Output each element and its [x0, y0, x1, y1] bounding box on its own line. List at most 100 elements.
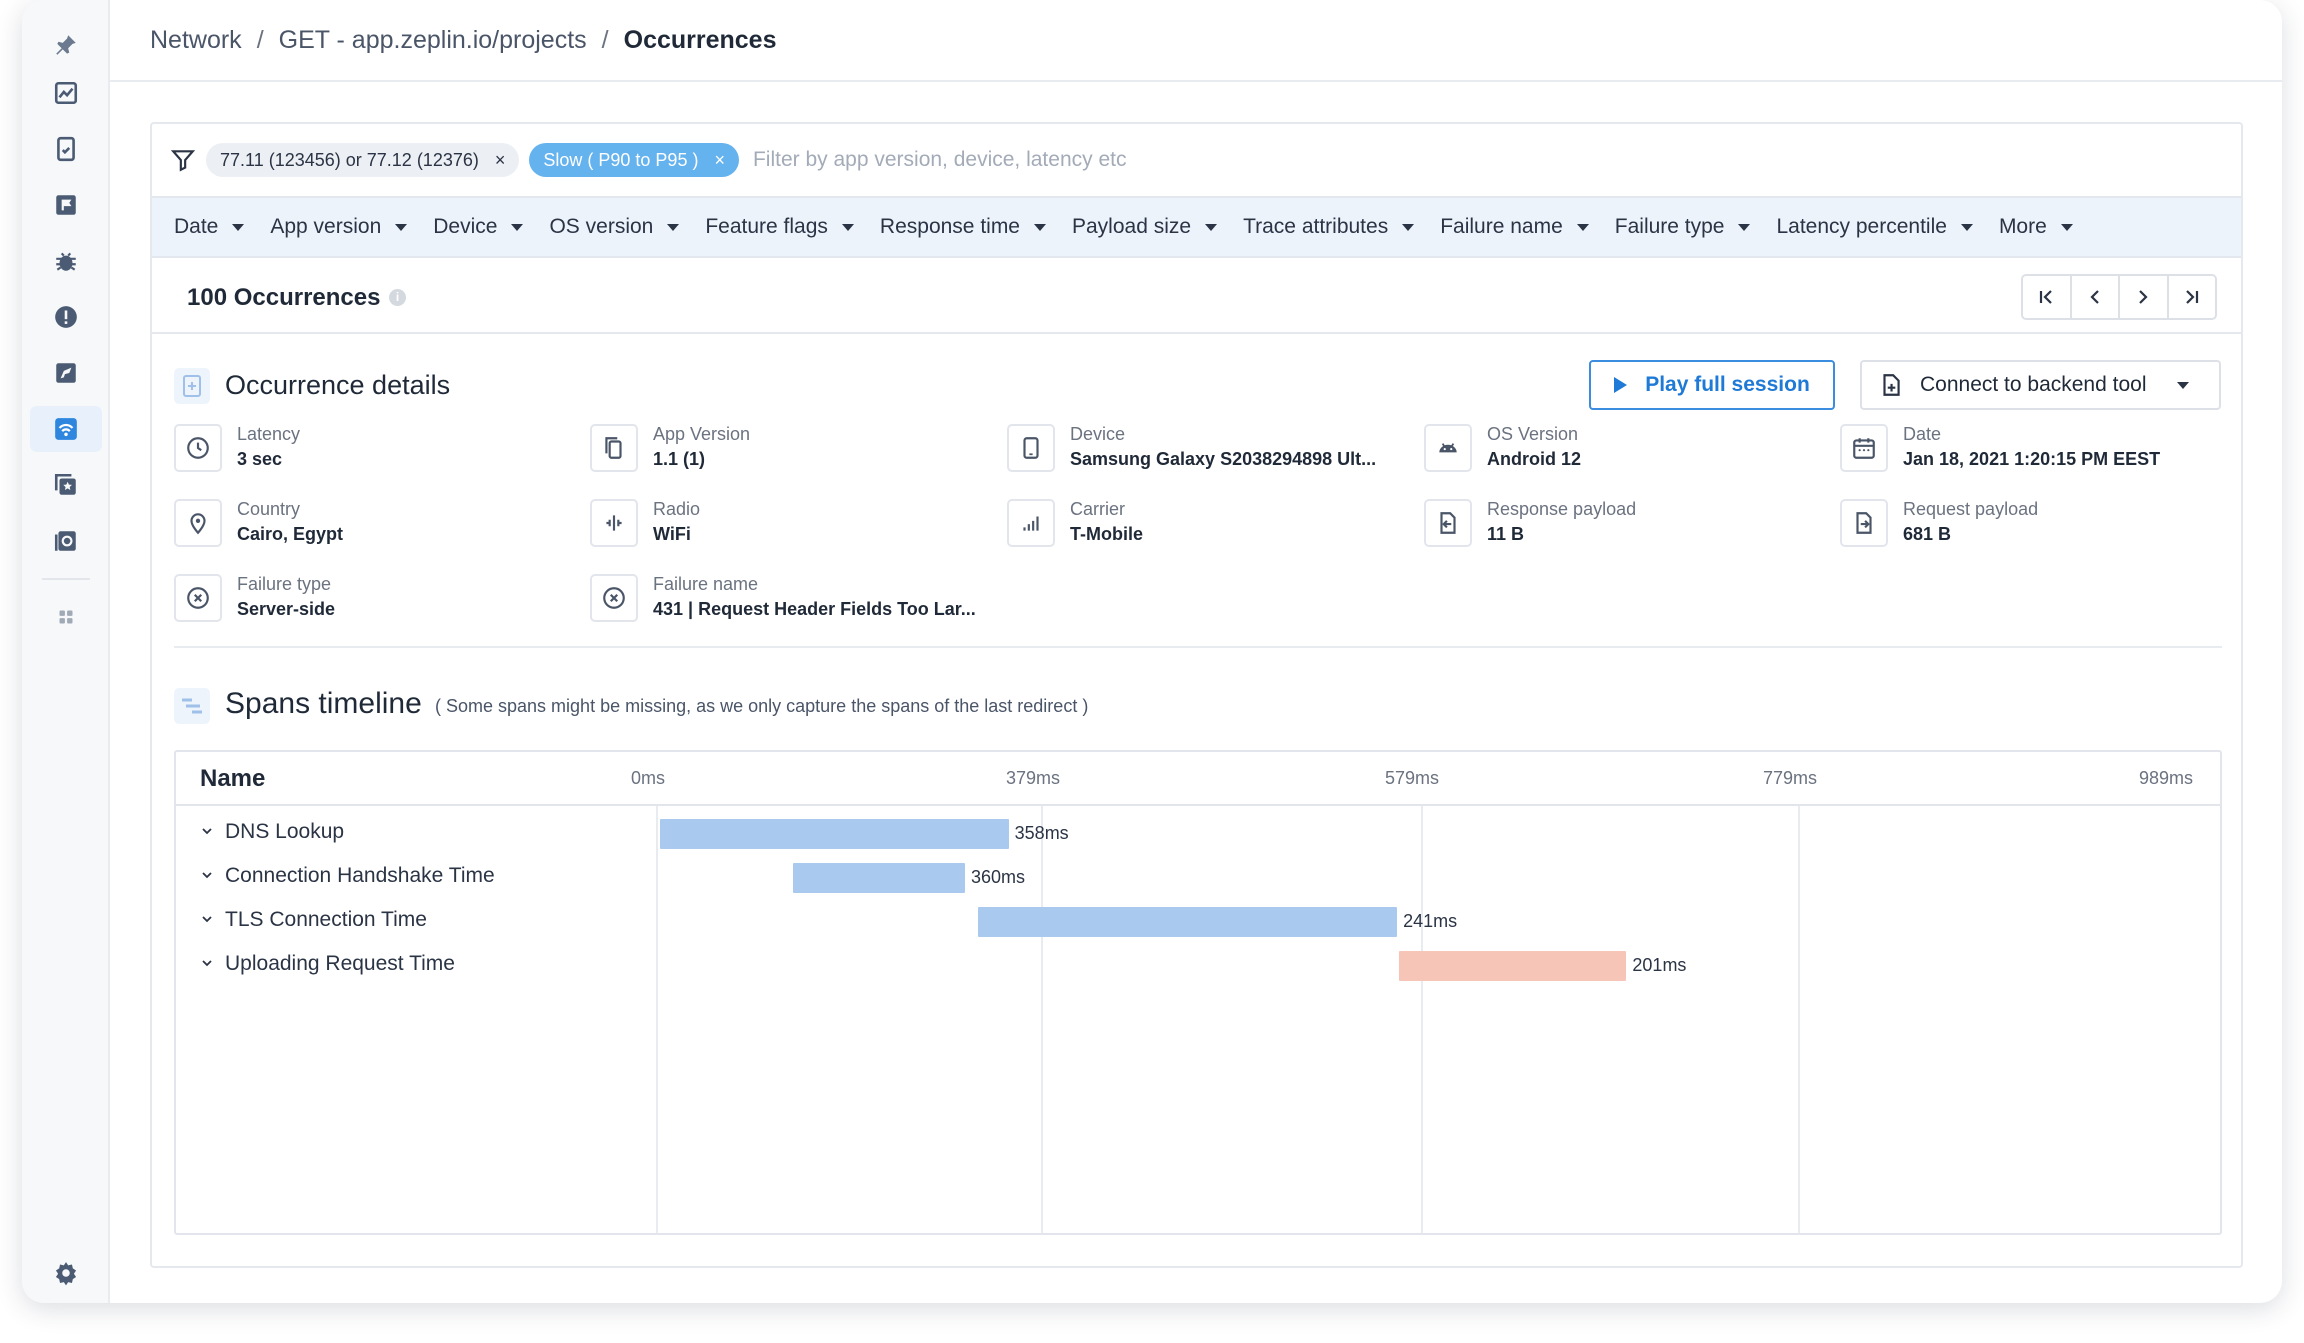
detail-value: 3 sec: [237, 449, 283, 469]
dropdown-device[interactable]: Device: [433, 215, 524, 239]
sidebar: [22, 0, 110, 1303]
detail-label: Device: [1070, 424, 1126, 444]
breadcrumb-separator: /: [256, 25, 264, 54]
breadcrumb-current: Occurrences: [623, 25, 777, 54]
calendar-icon: [1840, 424, 1888, 472]
detail-value: WiFi: [653, 524, 691, 544]
sidebar-item-launches[interactable]: [30, 350, 102, 396]
filter-input[interactable]: [752, 148, 1453, 172]
detail-value: Cairo, Egypt: [237, 524, 344, 544]
sidebar-item-crashes[interactable]: [30, 294, 102, 340]
dropdown-os-version[interactable]: OS version: [549, 215, 680, 239]
x-circle-icon: [590, 574, 638, 622]
chevron-down-icon[interactable]: [200, 912, 214, 926]
clock-icon: [174, 424, 222, 472]
breadcrumb-network[interactable]: Network: [150, 25, 242, 54]
tick-label: 379ms: [1005, 768, 1061, 788]
detail-label: Radio: [653, 499, 701, 519]
dropdown-label: Failure type: [1614, 215, 1725, 238]
filter-bar: 77.11 (123456) or 77.12 (12376) × Slow (…: [152, 124, 2241, 196]
location-pin-icon: [174, 499, 222, 547]
detail-value: 681 B: [1903, 524, 1952, 544]
caret-down-icon: [2176, 381, 2189, 389]
detail-value: 431 | Request Header Fields Too Lar...: [653, 599, 976, 619]
dropdown-more[interactable]: More: [1999, 215, 2073, 239]
span-row[interactable]: Connection Handshake Time 360ms: [176, 854, 2220, 898]
spans-section-icon: [174, 688, 210, 724]
filter-chip-app-version[interactable]: 77.11 (123456) or 77.12 (12376) ×: [206, 143, 520, 177]
sidebar-item-dashboard[interactable]: [30, 70, 102, 116]
first-page-button[interactable]: [2023, 276, 2072, 318]
info-icon[interactable]: i: [389, 289, 406, 306]
span-row[interactable]: DNS Lookup 358ms: [176, 810, 2220, 854]
detail-value: Samsung Galaxy S2038294898 Ult...: [1070, 449, 1377, 469]
caret-down-icon: [511, 223, 524, 231]
chevron-down-icon[interactable]: [200, 824, 214, 838]
span-bar[interactable]: [660, 819, 1009, 849]
dropdown-payload-size[interactable]: Payload size: [1072, 215, 1218, 239]
dropdown-app-version[interactable]: App version: [270, 215, 408, 239]
dropdown-trace-attributes[interactable]: Trace attributes: [1243, 215, 1415, 239]
detail-value: 11 B: [1487, 524, 1525, 544]
copy-icon: [590, 424, 638, 472]
caret-down-icon: [1960, 223, 1973, 231]
filter-chip-latency[interactable]: Slow ( P90 to P95 ) ×: [529, 143, 739, 177]
sidebar-item-reports[interactable]: [30, 126, 102, 172]
span-bar[interactable]: [978, 907, 1398, 937]
connect-backend-tool-button[interactable]: Connect to backend tool: [1860, 360, 2221, 410]
timeline-gridline: [1798, 806, 1800, 1233]
span-name: DNS Lookup: [225, 820, 345, 843]
span-bar[interactable]: [793, 863, 965, 893]
span-duration-label: 358ms: [1014, 823, 1069, 843]
span-row[interactable]: Uploading Request Time 201ms: [176, 942, 2220, 986]
android-icon: [1424, 424, 1472, 472]
request-payload-icon: [1840, 499, 1888, 547]
sidebar-item-apm[interactable]: [30, 462, 102, 508]
span-row[interactable]: TLS Connection Time 241ms: [176, 898, 2220, 942]
last-page-button[interactable]: [2169, 276, 2216, 318]
sidebar-item-sessions[interactable]: [30, 518, 102, 564]
dropdown-failure-name[interactable]: Failure name: [1440, 215, 1589, 239]
spans-note: ( Some spans might be missing, as we onl…: [435, 696, 1089, 716]
dropdown-response-time[interactable]: Response time: [880, 215, 1046, 239]
sidebar-item-network[interactable]: [30, 406, 102, 452]
caret-down-icon: [1034, 223, 1046, 231]
main-content: Network / GET - app.zeplin.io/projects /…: [110, 0, 2282, 1303]
dropdown-label: App version: [270, 215, 382, 238]
apps-grid-icon[interactable]: [30, 594, 102, 640]
document-check-icon: [57, 136, 75, 162]
occurrences-count: 100 Occurrences: [187, 284, 381, 311]
settings-gear-icon[interactable]: [30, 1250, 102, 1296]
connect-icon: [1883, 374, 1900, 396]
chevron-down-icon[interactable]: [200, 868, 214, 882]
detail-label: Request payload: [1903, 499, 2039, 519]
dropdown-feature-flags[interactable]: Feature flags: [705, 215, 854, 239]
chip-remove-icon[interactable]: ×: [714, 149, 725, 170]
occurrences-count-row: 100 Occurrences i: [152, 258, 2241, 334]
previous-page-button[interactable]: [2072, 276, 2120, 318]
chevron-down-icon[interactable]: [200, 956, 214, 970]
next-page-button[interactable]: [2120, 276, 2169, 318]
chip-remove-icon[interactable]: ×: [494, 149, 506, 170]
span-duration-label: 360ms: [970, 867, 1025, 887]
sidebar-item-feedback[interactable]: [30, 182, 102, 228]
caret-down-icon: [232, 223, 245, 231]
dropdown-label: Response time: [879, 215, 1020, 238]
dropdown-date[interactable]: Date: [174, 215, 245, 239]
x-circle-icon: [174, 574, 222, 622]
dropdown-failure-type[interactable]: Failure type: [1615, 215, 1751, 239]
span-bar[interactable]: [1398, 951, 1627, 981]
dropdown-label: Latency percentile: [1776, 215, 1947, 238]
dropdown-latency-percentile[interactable]: Latency percentile: [1776, 215, 1973, 239]
tick-label: 779ms: [1762, 768, 1818, 788]
breadcrumb: Network / GET - app.zeplin.io/projects /…: [110, 0, 2282, 82]
occurrences-panel: 77.11 (123456) or 77.12 (12376) × Slow (…: [150, 122, 2243, 1268]
sidebar-divider: [42, 578, 90, 580]
play-full-session-button[interactable]: Play full session: [1589, 360, 1835, 410]
detail-value: Android 12: [1487, 449, 1582, 469]
sidebar-item-bugs[interactable]: [30, 238, 102, 284]
response-payload-icon: [1424, 499, 1472, 547]
breadcrumb-request[interactable]: GET - app.zeplin.io/projects: [278, 25, 587, 54]
pin-icon[interactable]: [30, 22, 102, 68]
timeline-gridline: [1421, 806, 1423, 1233]
